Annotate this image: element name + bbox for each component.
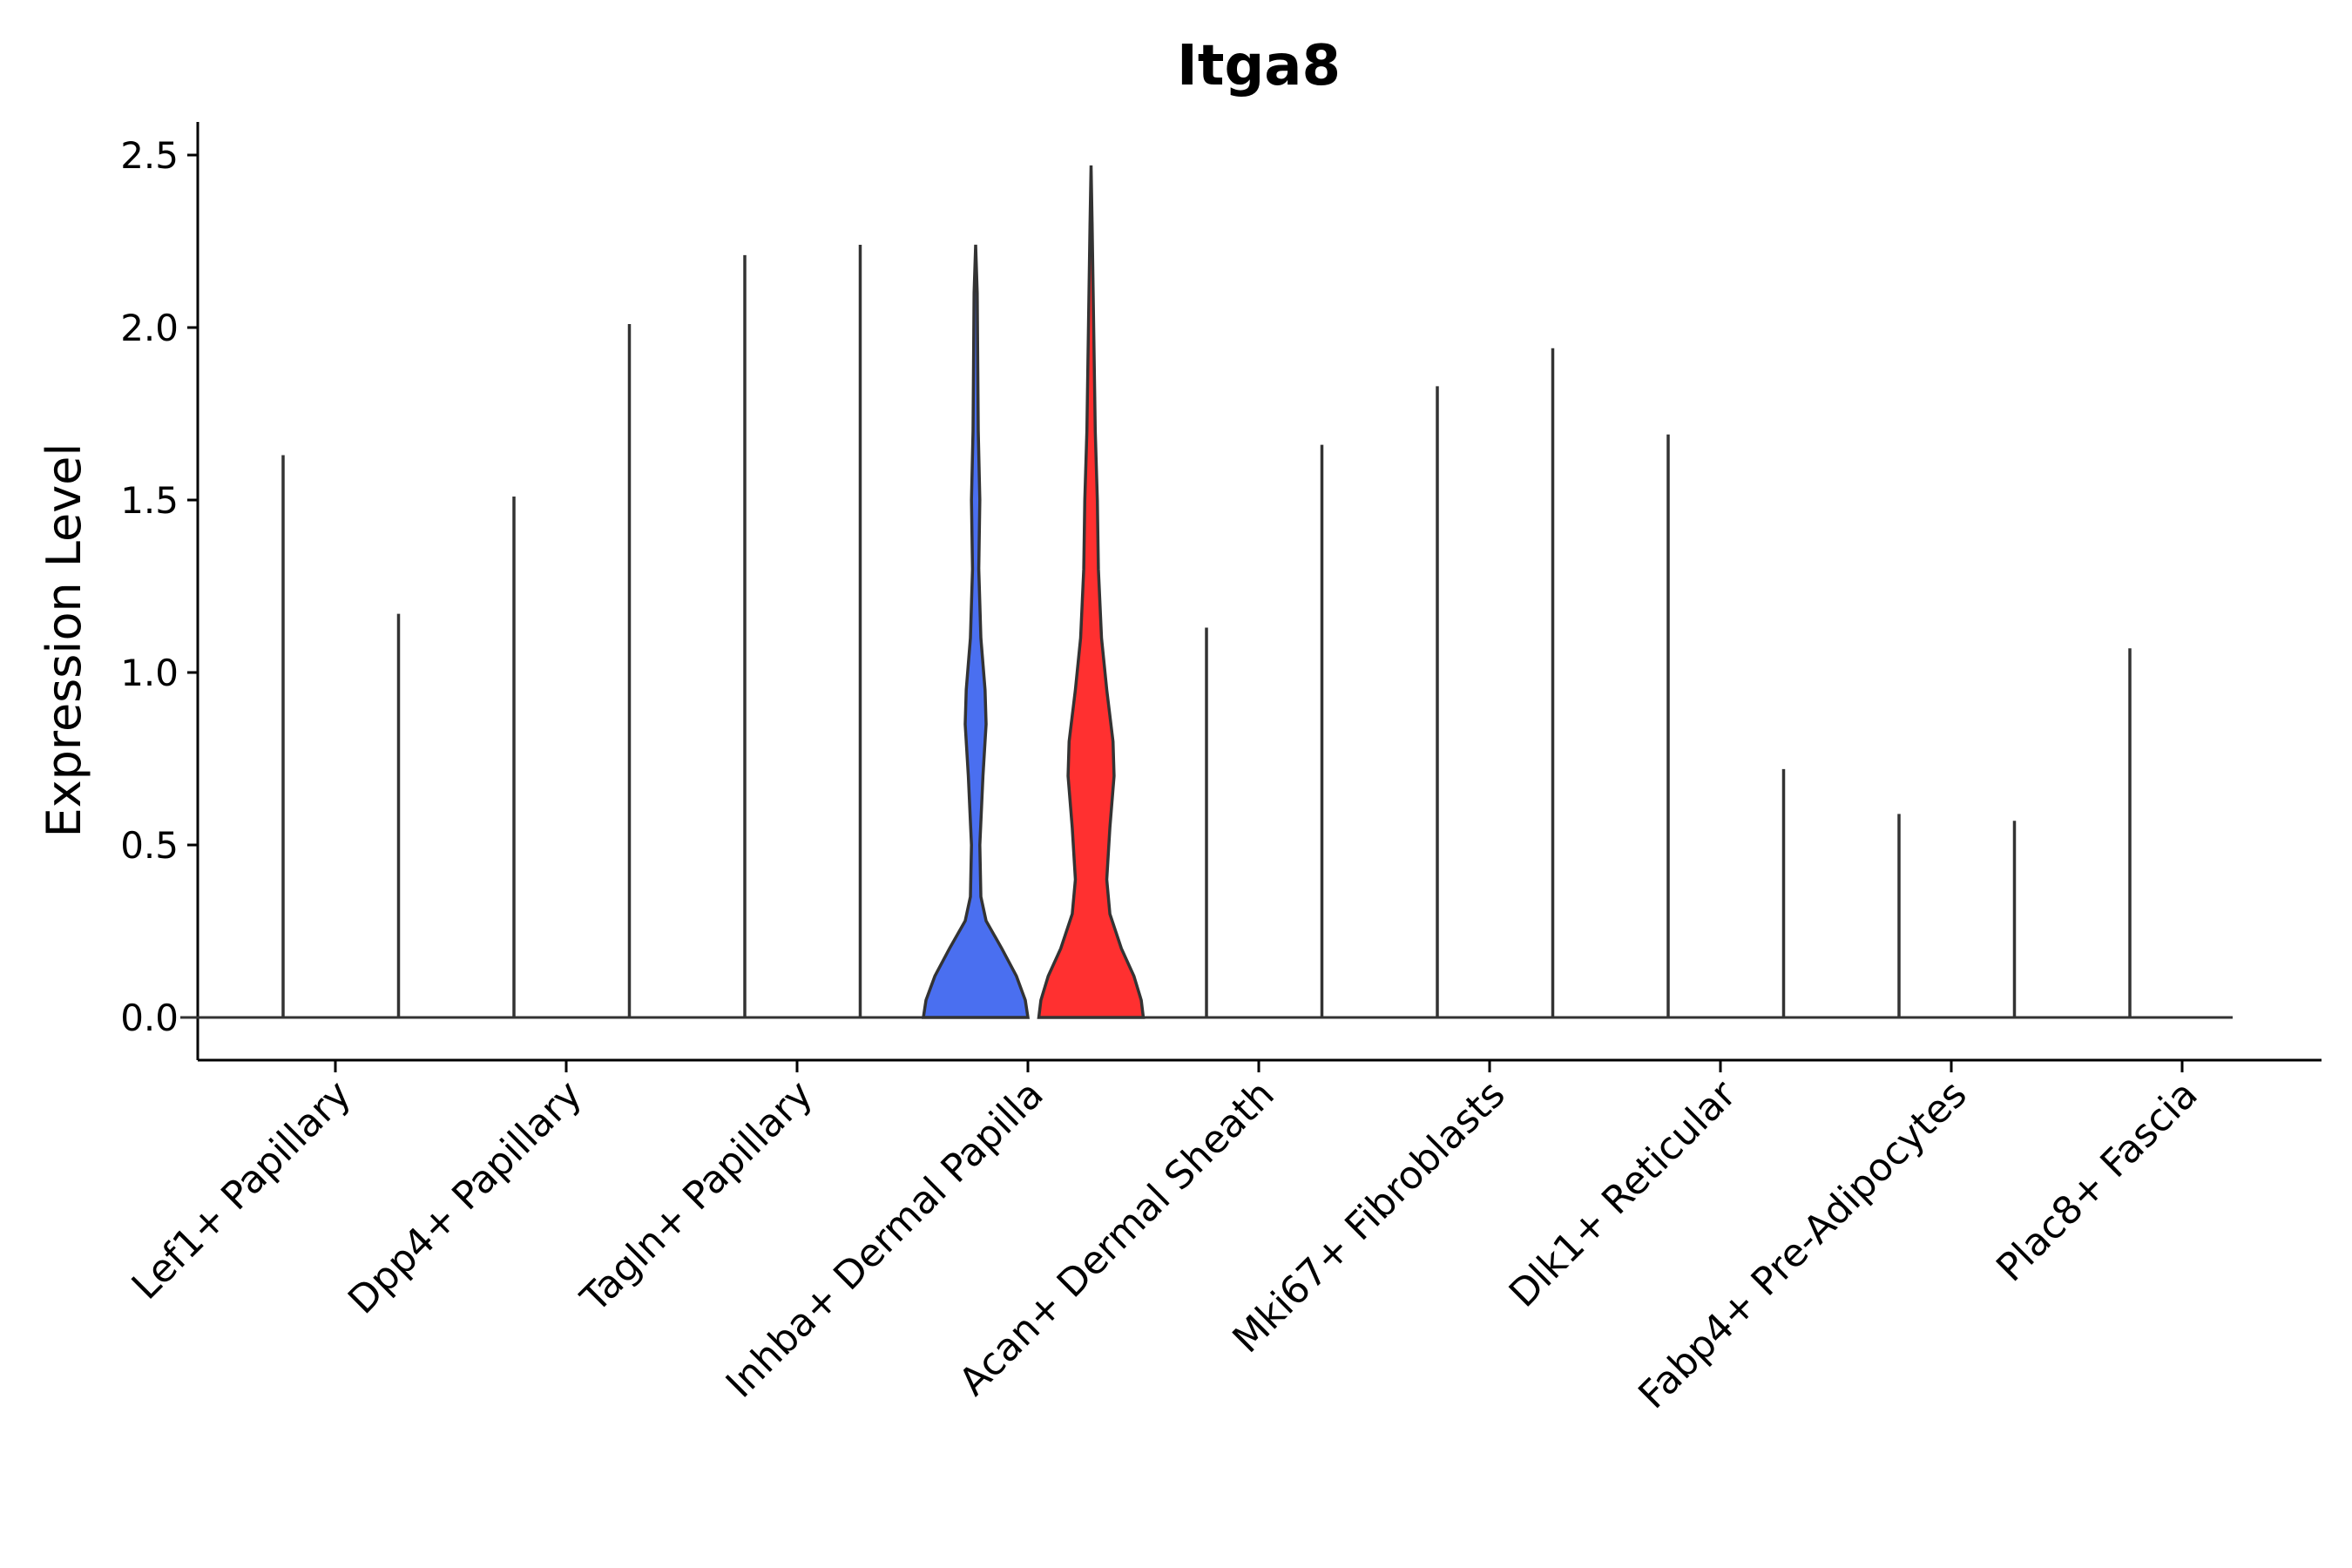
x-tick-label: Dlk1+ Reticular xyxy=(1501,1071,1746,1316)
violin-blue xyxy=(921,244,1031,1019)
violin-red xyxy=(1037,165,1146,1019)
y-tick-label: 0.0 xyxy=(120,997,179,1039)
y-axis: 0.0 0.5 1.0 1.5 2.0 2.5 xyxy=(120,122,199,1060)
x-tick-label: Plac8+ Fascia xyxy=(1988,1072,2207,1291)
y-tick-label: 1.5 xyxy=(120,479,179,522)
x-tick-label: Lef1+ Papillary xyxy=(124,1072,360,1308)
y-axis-label: Expression Level xyxy=(37,443,91,838)
x-tick-label: Dpp4+ Papillary xyxy=(340,1072,591,1323)
y-tick-label: 1.0 xyxy=(120,652,179,694)
y-tick-label: 2.5 xyxy=(120,134,179,177)
violin-layer xyxy=(180,165,2233,1019)
x-tick-label: Tagln+ Papillary xyxy=(572,1072,821,1321)
chart-title: Itga8 xyxy=(1177,34,1341,98)
y-tick-label: 2.0 xyxy=(120,307,179,349)
y-tick-label: 0.5 xyxy=(120,824,179,867)
